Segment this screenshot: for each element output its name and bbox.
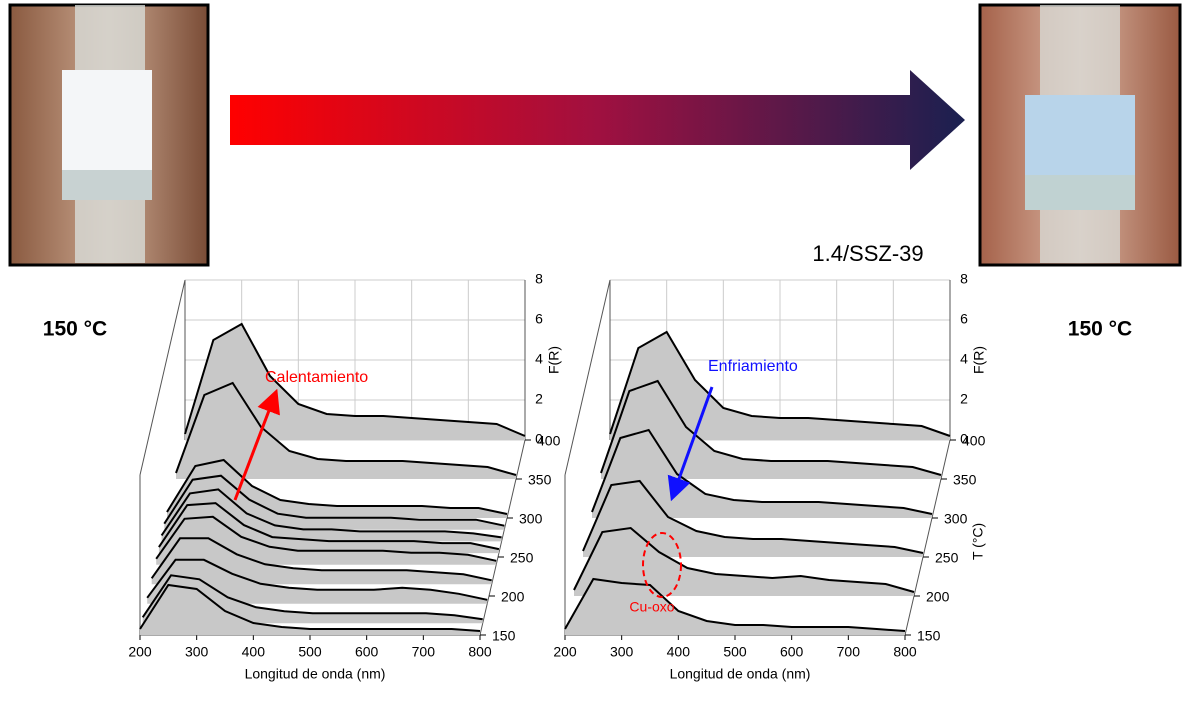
y-tick-label: 8 [535,271,543,287]
z-tick-label: 200 [926,589,950,605]
x-tick-label: 600 [780,644,804,660]
axis-line [564,279,611,476]
y-tick-label: 6 [535,311,543,327]
photo-left [8,3,210,267]
y-axis-label: F(R) [546,346,562,374]
annotation: Enfriamiento [708,358,798,375]
x-tick-label: 700 [412,644,436,660]
curve [141,574,483,621]
x-tick-label: 800 [468,644,492,660]
z-tick-label: 250 [510,550,534,566]
axis-line [139,279,186,476]
x-tick-label: 300 [610,644,634,660]
x-axis-label: Longitud de onda (nm) [245,666,386,682]
annotation-arrow [233,388,280,501]
curve [564,577,906,632]
x-tick-label: 300 [185,644,209,660]
z-tick-label: 350 [953,472,977,488]
curve [166,458,508,515]
note: Cu-oxo [629,599,674,615]
start-temp: 150 °C [43,318,107,341]
axis-line [904,439,951,636]
z-tick-label: 250 [935,550,959,566]
curve-area [610,332,950,440]
y-tick-label: 2 [960,391,968,407]
y-tick-label: 0 [960,431,968,447]
curve-area [601,381,941,479]
x-tick-label: 700 [837,644,861,660]
x-tick-label: 200 [553,644,577,660]
y-tick-label: 6 [960,311,968,327]
photo-right [978,3,1182,267]
z-tick-label: 400 [962,433,986,449]
y-tick-label: 4 [535,351,543,367]
x-tick-label: 500 [723,644,747,660]
end-temp: 150 °C [1068,318,1132,341]
z-tick-label: 350 [528,472,552,488]
curve [591,428,933,515]
x-tick-label: 400 [242,644,266,660]
curve-area [176,383,516,479]
sample-label: 1.4/SSZ-39 [812,241,923,266]
curve [184,322,526,437]
y-tick-label: 0 [535,431,543,447]
y-tick-label: 2 [535,391,543,407]
x-tick-label: 800 [893,644,917,660]
y-tick-label: 8 [960,271,968,287]
curve [150,537,492,582]
curve-area [140,585,480,635]
x-tick-label: 500 [298,644,322,660]
x-axis-label: Longitud de onda (nm) [670,666,811,682]
curve [158,502,500,551]
y-tick-label: 4 [960,351,968,367]
curve [175,381,517,476]
curve-area [574,528,914,596]
z-tick-label: 200 [501,589,525,605]
annotation-arrow [667,386,714,502]
curve [155,515,497,562]
z-tick-label: 300 [519,511,543,527]
process-arrow [230,70,965,170]
curve [146,558,488,601]
curve [609,330,951,437]
plots: 200 300 400 500 600 700 800 0 2 4 6 8 150 200 250 300 35… [128,271,986,682]
z-tick-label: 400 [537,433,561,449]
curve [139,583,481,632]
curve-area [147,559,488,604]
y-axis-label: F(R) [971,346,987,374]
x-tick-label: 200 [128,644,152,660]
z-tick-label: 150 [492,628,516,644]
curve [160,488,502,539]
axis-line [479,439,526,636]
z-axis-label: T (°C) [969,523,985,560]
annotation: Calentamiento [265,369,368,386]
highlight [642,532,682,598]
z-tick-label: 150 [917,628,941,644]
curve [600,379,942,476]
curve-area [565,579,905,635]
z-tick-label: 300 [944,511,968,527]
x-tick-label: 600 [355,644,379,660]
curve-area [151,538,492,585]
x-tick-label: 400 [667,644,691,660]
curve-area [583,481,923,557]
curve [582,479,924,554]
curve [573,526,915,593]
curve [163,474,505,527]
